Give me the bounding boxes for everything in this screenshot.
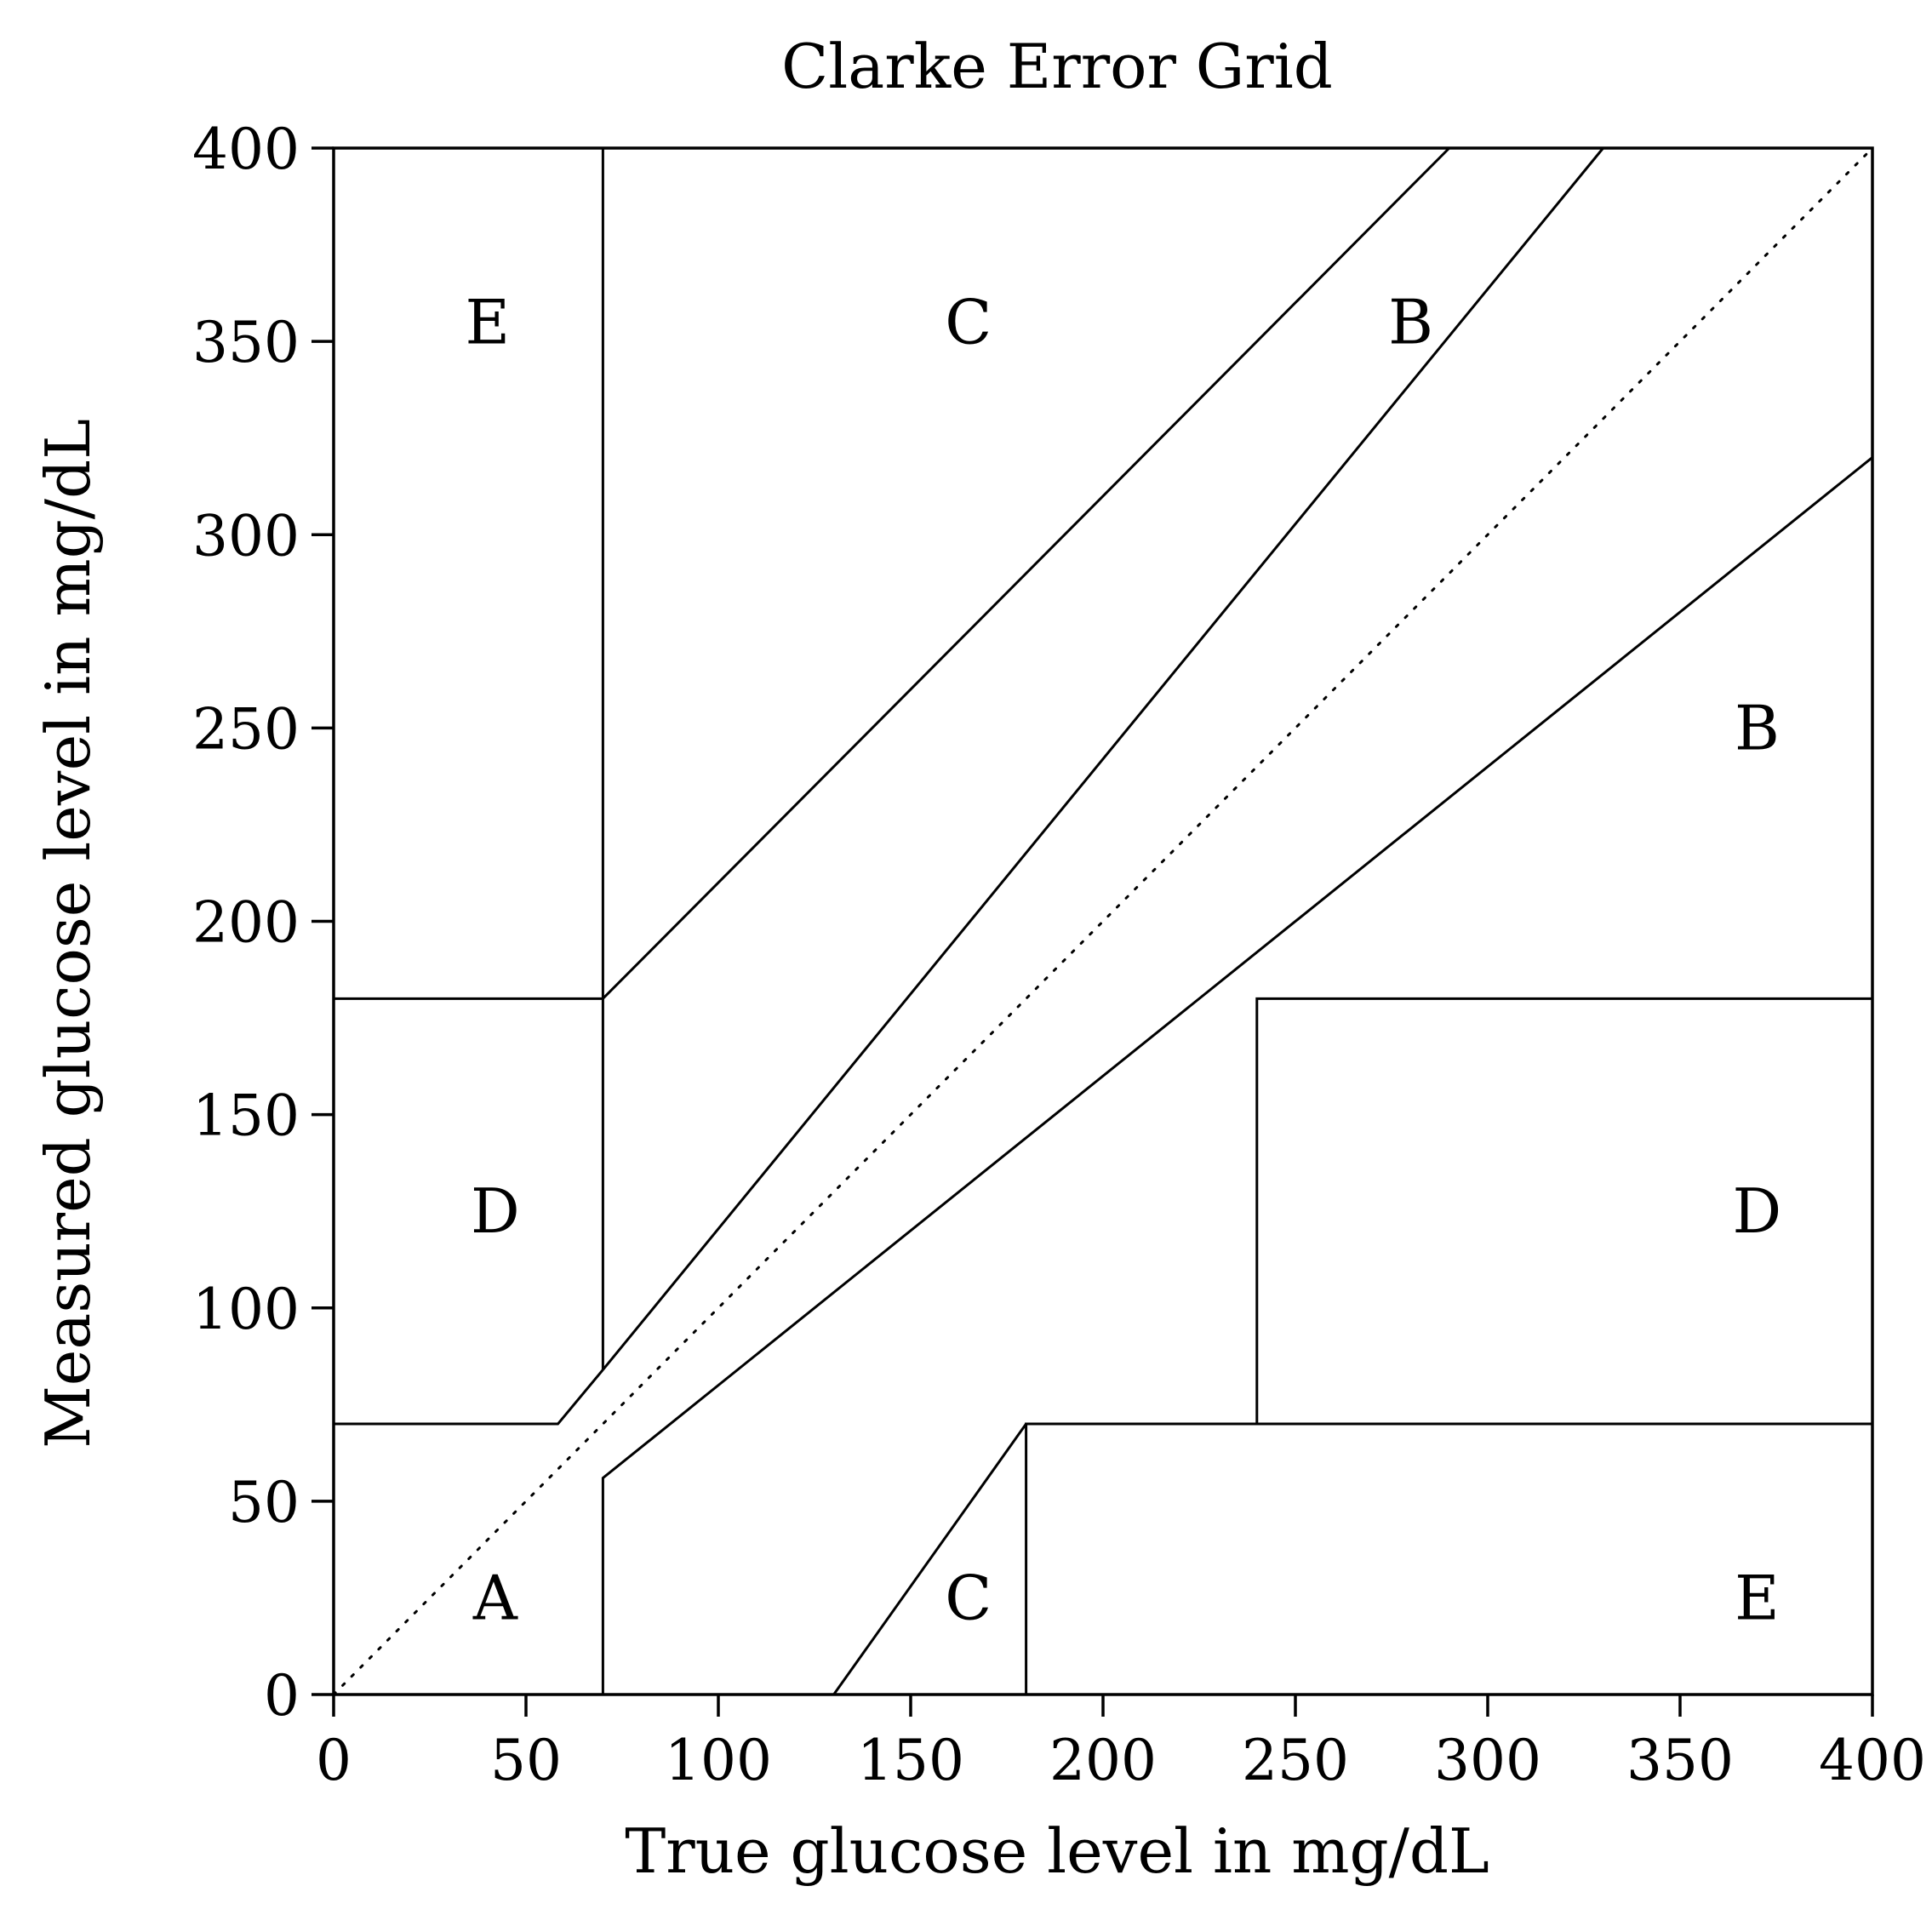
chart-title: Clarke Error Grid	[781, 31, 1333, 102]
zone-labels: E C B B D D A C E	[466, 286, 1782, 1633]
x-tick-label-50: 50	[490, 1728, 562, 1793]
identity-reference-line	[332, 146, 1874, 1696]
zone-boundary-1	[334, 1369, 604, 1426]
zone-label-b-4: B	[1735, 692, 1780, 763]
x-axis-ticks: 0 50 100 150 200 250 300 350 400	[316, 1695, 1926, 1793]
zone-boundary-9	[1255, 997, 1872, 1425]
x-axis-label: True glucose level in mg/dL	[625, 1815, 1489, 1887]
x-tick-label-300: 300	[1434, 1728, 1541, 1793]
zone-label-a-7: A	[472, 1562, 518, 1633]
y-tick-label-150: 150	[192, 1083, 300, 1149]
x-tick-label-350: 350	[1626, 1728, 1734, 1793]
y-tick-label-200: 200	[192, 890, 300, 956]
zone-label-d-5: D	[471, 1175, 520, 1247]
y-axis-label: Measured glucose level in mg/dL	[32, 419, 104, 1449]
y-tick-label-250: 250	[192, 696, 300, 762]
zone-boundary-8	[1025, 1422, 1872, 1695]
zone-label-b-3: B	[1388, 286, 1433, 357]
zone-boundary-5	[602, 147, 1604, 1371]
x-tick-label-200: 200	[1049, 1728, 1157, 1793]
zone-boundaries	[334, 146, 1873, 1695]
zone-label-e-9: E	[1735, 1562, 1780, 1633]
y-tick-label-0: 0	[264, 1663, 300, 1729]
y-tick-label-350: 350	[192, 310, 300, 375]
zone-label-c-8: C	[945, 1562, 992, 1633]
zone-label-c-2: C	[945, 286, 992, 357]
zone-label-d-6: D	[1733, 1175, 1782, 1247]
x-tick-label-400: 400	[1819, 1728, 1926, 1793]
x-tick-label-250: 250	[1242, 1728, 1349, 1793]
zone-boundary-6	[601, 456, 1873, 1695]
y-axis-ticks: 0 50 100 150 200 250 300 350 400	[192, 117, 334, 1729]
y-tick-label-50: 50	[228, 1470, 300, 1535]
zone-boundary-4	[602, 146, 1450, 1000]
x-tick-label-100: 100	[665, 1728, 772, 1793]
zone-boundary-7	[832, 1423, 1027, 1695]
x-tick-label-0: 0	[316, 1728, 352, 1793]
y-tick-label-400: 400	[192, 117, 300, 182]
zone-label-e-1: E	[466, 286, 511, 357]
x-tick-label-150: 150	[857, 1728, 964, 1793]
y-tick-label-300: 300	[192, 503, 300, 569]
y-tick-label-100: 100	[192, 1277, 300, 1342]
